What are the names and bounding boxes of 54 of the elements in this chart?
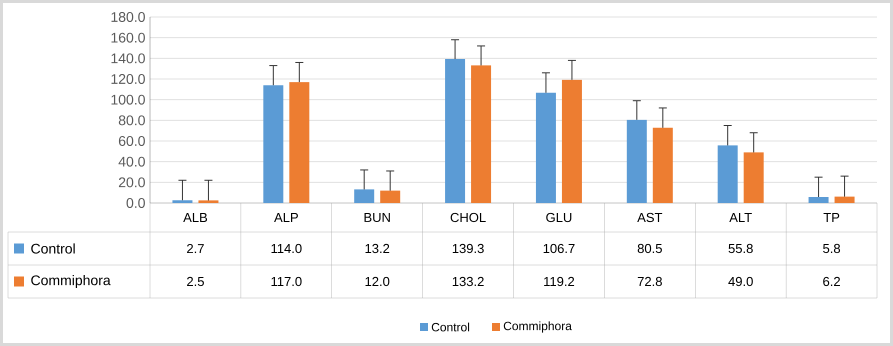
bar: [289, 82, 310, 204]
bar: [354, 189, 374, 204]
x-tick-label: TP: [824, 213, 840, 222]
y-tick-label: 20.0: [118, 177, 145, 188]
x-tick-label: BUN: [364, 212, 390, 222]
data-label: 72.8: [638, 276, 662, 286]
legend-label: Commiphora: [31, 274, 111, 288]
bar: [263, 85, 284, 204]
text: Commiphora: [504, 321, 572, 333]
data-label: 13.2: [366, 244, 390, 254]
x-tick-label: GLU: [546, 212, 572, 222]
bar: [562, 80, 582, 204]
bar: [198, 200, 218, 204]
data-label: 106.7: [544, 244, 575, 254]
bar: [380, 190, 400, 204]
x-tick-label: CHOL: [450, 212, 486, 222]
bar: [471, 65, 492, 204]
legend-label: Control: [31, 243, 75, 254]
bar: [445, 59, 466, 204]
data-label: 2.7: [187, 244, 204, 254]
x-tick-label: AST: [637, 212, 662, 222]
y-tick-label: 60.0: [118, 136, 145, 146]
x-tick-label: ALP: [274, 213, 298, 222]
data-label: 80.5: [638, 244, 662, 254]
data-label: 133.2: [452, 276, 484, 286]
y-tick-label: 160.0: [112, 32, 145, 43]
bar: [718, 145, 738, 204]
bar: [834, 196, 855, 204]
y-tick-label: 40.0: [118, 156, 145, 167]
x-tick-label: ALT: [729, 213, 752, 222]
data-label: 2.5: [187, 276, 204, 286]
y-tick-label: 120.0: [112, 74, 145, 84]
data-label: 139.3: [452, 244, 484, 254]
data-label: 49.0: [728, 276, 753, 286]
data-label: 117.0: [272, 276, 302, 286]
y-tick-label: 100.0: [112, 94, 145, 105]
data-label: 6.2: [823, 276, 840, 286]
x-tick-label: ALB: [183, 213, 208, 222]
bar: [172, 200, 192, 204]
y-tick-label: 140.0: [112, 53, 145, 64]
bar: [808, 197, 829, 204]
data-label: 55.8: [728, 244, 753, 254]
data-label: 12.0: [366, 276, 390, 286]
text: Control: [432, 322, 470, 332]
y-tick-label: 80.0: [118, 115, 145, 126]
bar: [626, 120, 647, 204]
y-tick-label: 180.0: [112, 12, 145, 22]
y-tick-label: 0.0: [126, 198, 145, 208]
bar: [536, 92, 556, 204]
bar: [744, 152, 764, 204]
bar: [652, 128, 673, 204]
data-label: 119.2: [544, 276, 574, 286]
data-label: 5.8: [823, 244, 840, 254]
data-label: 114.0: [272, 244, 302, 254]
